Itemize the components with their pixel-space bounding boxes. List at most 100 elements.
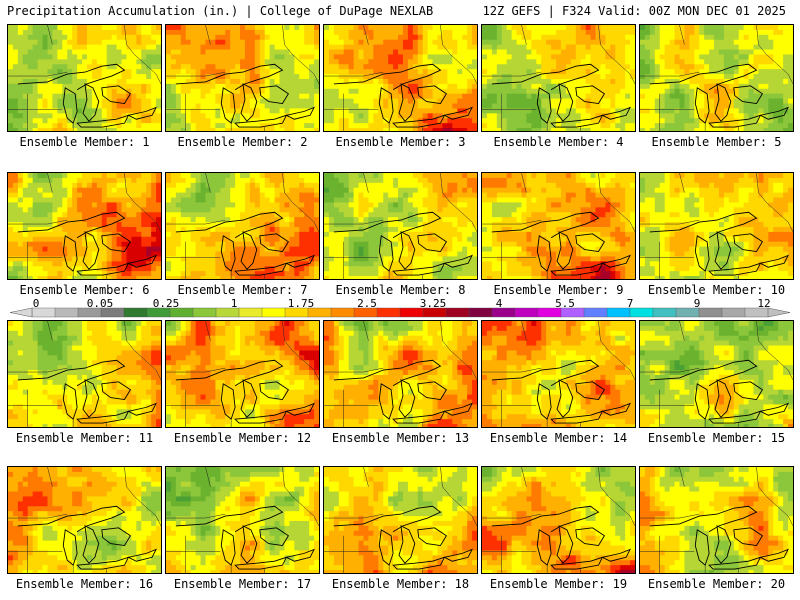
lake-outline [285,402,315,416]
state-border [766,54,793,84]
lake-outline [536,529,552,566]
member-map-panel [639,320,794,428]
precip-field [166,173,319,279]
state-border [124,173,135,203]
lake-outline [82,525,100,564]
lake-outline [733,85,763,104]
lake-outline [378,529,394,566]
lake-outline [234,410,288,424]
member-map-panel [323,172,478,280]
lake-outline [101,85,131,104]
lake-outline [220,529,236,566]
lake-outline [536,383,552,420]
lake-outline [175,63,284,91]
lake-outline [714,525,732,564]
precip-field [8,321,161,427]
state-border [282,467,293,497]
lake-outline [417,85,447,104]
state-border [482,367,542,373]
state-border [47,321,53,341]
lake-outline [733,527,763,546]
lake-outline [127,106,157,120]
colorbar-swatch [629,307,654,318]
member-caption: Ensemble Member: 14 [489,431,628,445]
lake-outline [556,83,574,122]
member-caption: Ensemble Member: 18 [331,577,470,591]
lake-outline [759,254,789,268]
precip-field [166,467,319,573]
member-map-panel [7,320,162,428]
lake-outline [759,106,789,120]
lake-outline [491,211,600,239]
precip-field [324,173,477,279]
state-border [282,173,293,203]
state-border [766,350,793,380]
lake-outline [708,114,762,128]
lake-outline [234,556,288,570]
colorbar-tick-label: 0.05 [86,297,114,310]
state-border [134,350,161,380]
precip-field [482,25,635,131]
lake-outline [708,556,762,570]
state-border [324,71,384,77]
state-border [166,219,226,225]
member-map-panel [481,172,636,280]
lake-outline [392,556,446,570]
state-border [440,321,451,351]
precip-field [482,467,635,573]
lake-outline [234,262,288,276]
lake-outline [220,383,236,420]
colorbar-tick-label: 12 [757,297,771,310]
colorbar-tick-label: 0.25 [152,297,180,310]
member-caption: Ensemble Member: 6 [19,283,150,297]
member-caption: Ensemble Member: 7 [177,283,308,297]
colorbar-arrow [767,307,791,318]
member-map-panel [639,24,794,132]
colorbar-swatch [376,307,401,318]
lake-outline [417,381,447,400]
precip-field [640,321,793,427]
lake-outline [259,527,289,546]
state-border [166,71,226,77]
state-border [134,496,161,526]
state-border [124,467,135,497]
state-border [440,173,451,203]
lake-outline [398,379,416,418]
state-border [440,467,451,497]
state-border [521,173,527,193]
colorbar-tick-label: 1.75 [287,297,315,310]
lake-outline [575,527,605,546]
precip-field [640,173,793,279]
member-map-panel [639,172,794,280]
lake-outline [708,262,762,276]
lake-outline [491,63,600,91]
lake-outline [82,231,100,270]
lake-outline [601,548,631,562]
member-map-panel [323,320,478,428]
lake-outline [378,87,394,124]
member-map-panel [165,320,320,428]
member-map-panel [165,172,320,280]
lake-outline [220,235,236,272]
colorbar-swatch [123,307,148,318]
lake-outline [601,254,631,268]
colorbar-tick-label: 3.25 [419,297,447,310]
lake-outline [240,379,258,418]
lake-outline [17,63,126,91]
state-border [679,321,685,341]
state-border [640,513,700,519]
colorbar-swatch [445,307,470,318]
member-caption: Ensemble Member: 17 [173,577,312,591]
state-border [8,71,68,77]
state-border [482,219,542,225]
lake-outline [82,83,100,122]
state-border [598,25,609,55]
run-info: 12Z GEFS | F324 Valid: 00Z MON DEC 01 20… [482,4,786,18]
state-border [292,496,319,526]
colorbar-swatch [192,307,217,318]
state-border [8,219,68,225]
colorbar-swatch [238,307,263,318]
member-map-panel [323,466,478,574]
member-map-panel [639,466,794,574]
colorbar-swatch [330,307,355,318]
